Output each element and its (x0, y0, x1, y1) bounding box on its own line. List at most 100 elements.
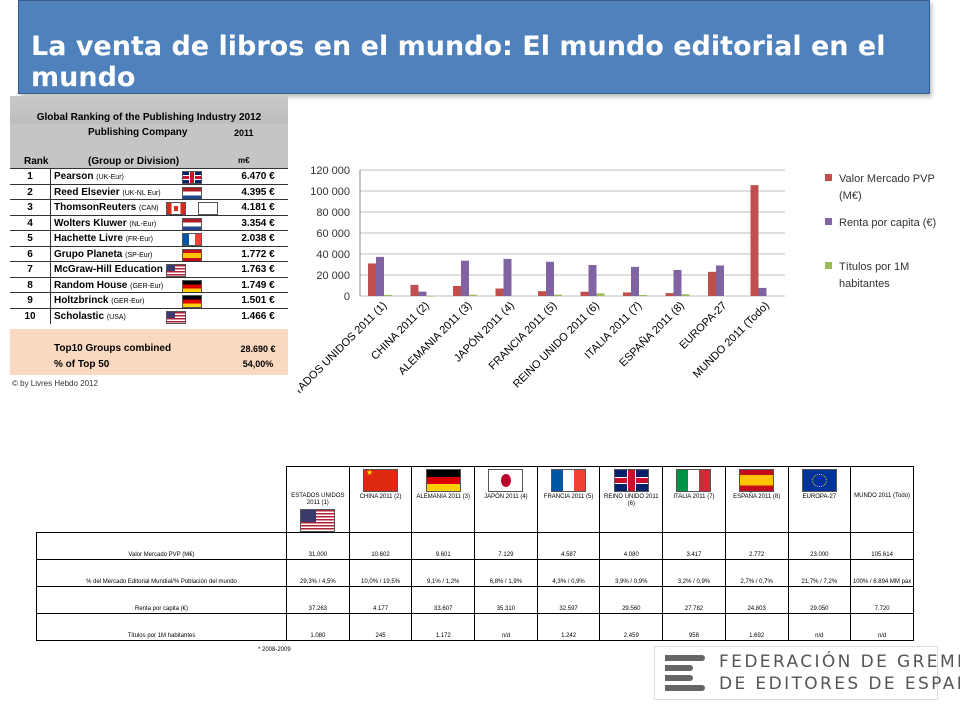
bar (750, 185, 759, 296)
company-label: ThomsonReuters (54, 202, 137, 213)
table-cell: 29.050 (787, 586, 852, 614)
rank-number: 6 (10, 246, 51, 262)
column-header: EUROPA-27 (787, 466, 852, 533)
row-label: Valor Mercado PVP (M€) (36, 532, 287, 560)
company-region: (GER-Eur) (130, 282, 164, 290)
table-cell: 27.782 (662, 586, 726, 614)
legend-label: Renta por capita (€) (839, 217, 936, 229)
rank-number: 8 (10, 277, 51, 293)
company-region: (CAN) (139, 205, 159, 212)
company-name: Pearson (UK-Eur) (54, 169, 124, 185)
table-cell: 35.310 (474, 586, 538, 614)
bar (495, 288, 504, 296)
bar (708, 271, 716, 296)
legend-label: Títulos por 1M (839, 261, 909, 273)
company-region: (NL-Eur) (129, 220, 157, 228)
company-region: (GER-Eur) (111, 298, 145, 305)
table-cell: 10,0% / 19,5% (348, 559, 413, 587)
table-cell: 32.597 (536, 586, 601, 614)
table-cell: 37.263 (286, 586, 350, 614)
table-cell: 4.080 (599, 532, 664, 560)
table-cell: 105.614 (850, 532, 914, 560)
legend-label: habitantes (839, 278, 890, 290)
x-tick-label: REINO UNIDO 2011 (6) (511, 300, 602, 391)
footnote: * 2008-2009 (258, 647, 291, 653)
company-name: Scholastic (USA) (54, 309, 126, 325)
table-cell: 2.772 (724, 532, 789, 560)
bar (665, 293, 674, 296)
fr-flag-icon (551, 469, 587, 492)
table-cell: 3,2% / 0,9% (662, 559, 726, 587)
company-region: (USA) (106, 313, 126, 321)
row-label: Renta por capita (€) (36, 586, 287, 614)
bar (716, 265, 724, 296)
slide-title: La venta de libros en el mundo: El mundo… (31, 31, 886, 93)
bar (376, 256, 384, 296)
bar (418, 291, 427, 296)
table-row: % del Mercado Editorial Mundial/% Poblac… (36, 559, 914, 587)
column-header: MUNDO 2011 (Todo) (850, 466, 914, 533)
bar (469, 294, 477, 296)
company-name: ThomsonReuters (CAN) (54, 200, 158, 216)
table-cell: 100% / 6.894 MM pax (850, 559, 914, 587)
col-unit: m€ (238, 156, 250, 165)
table-cell: 10.602 (348, 532, 413, 560)
column-header: REINO UNIDO 2011 (6) (599, 466, 664, 533)
company-value: 1.501 € (241, 295, 275, 306)
column-header: ITALIA 2011 (7) (662, 466, 726, 533)
x-tick-label: ALEMANIA 2011 (3) (396, 300, 474, 378)
y-tick-label: 0 (344, 291, 350, 303)
column-label: EUROPA-27 (802, 494, 837, 500)
table-cell: 4.587 (536, 532, 601, 560)
ranking-row: 10 Scholastic (USA) 1.466 € (10, 307, 288, 325)
company-value: 4.395 € (241, 186, 275, 198)
bar (368, 263, 376, 296)
ranking-credit: © by Livres Hebdo 2012 (12, 379, 98, 388)
y-tick-label: 60 000 (316, 228, 350, 240)
company-region: (SP-Eur) (125, 251, 153, 259)
row-label: % del Mercado Editorial Mundial/% Poblac… (36, 559, 287, 587)
rank-number: 10 (10, 308, 51, 324)
company-region: (UK-Eur) (96, 174, 124, 181)
table-cell: 4.177 (348, 586, 413, 614)
column-label: CHINA 2011 (2) (359, 494, 402, 500)
column-header: CHINA 2011 (2) (348, 466, 413, 533)
company-value: 1.466 € (241, 310, 275, 322)
country-data-table: ESTADOS UNIDOS 2011 (1) CHINA 2011 (2) ALE… (36, 466, 914, 641)
cn-flag-icon (363, 468, 399, 492)
us-flag-icon (166, 310, 186, 324)
legend-swatch (825, 174, 832, 181)
title-banner: La venta de libros en el mundo: El mundo… (18, 0, 930, 94)
company-label: Hachette Livre (54, 233, 123, 244)
company-label: McGraw-Hill Education (54, 264, 163, 275)
company-label: Holtzbrinck (54, 295, 109, 306)
rank-number: 7 (10, 262, 51, 277)
rank-number: 2 (10, 184, 51, 200)
uk-flag-icon (182, 171, 202, 184)
rank-number: 3 (10, 200, 51, 215)
company-name: Random House (GER-Eur) (54, 278, 163, 294)
logo-line-1: FEDERACIÓN DE GREMIOS (719, 652, 960, 672)
column-header: ESPAÑA 2011 (8) (724, 466, 789, 533)
table-cell: 21,7% / 7,2% (787, 559, 852, 587)
column-label: REINO UNIDO 2011 (6) (603, 494, 659, 507)
bar (426, 295, 435, 297)
company-value: 1.772 € (241, 248, 275, 260)
company-name: Reed Elsevier (UK-NL Eur) (54, 185, 161, 201)
publishing-ranking-table: Global Ranking of the Publishing Industr… (10, 96, 288, 401)
y-tick-label: 120 000 (310, 165, 350, 177)
table-cell: 245 (348, 613, 413, 641)
us-flag-icon (166, 264, 186, 277)
col-year: 2011 (234, 128, 254, 138)
data-table: ESTADOS UNIDOS 2011 (1) CHINA 2011 (2) ALE… (36, 466, 914, 641)
bar (588, 264, 597, 296)
uk-flag-icon (613, 469, 649, 492)
ranking-row: 8 Random House (GER-Eur) 1.749 € (10, 276, 288, 294)
ranking-row: 4 Wolters Kluwer (NL-Eur) 3.354 € (10, 214, 288, 231)
de-flag-icon (425, 469, 461, 492)
company-name: Holtzbrinck (GER-Eur) (54, 293, 144, 309)
bar (681, 294, 690, 296)
ranking-row: 1 Pearson (UK-Eur) 6.470 € (10, 168, 288, 184)
table-corner (36, 466, 287, 533)
bar (623, 292, 631, 296)
